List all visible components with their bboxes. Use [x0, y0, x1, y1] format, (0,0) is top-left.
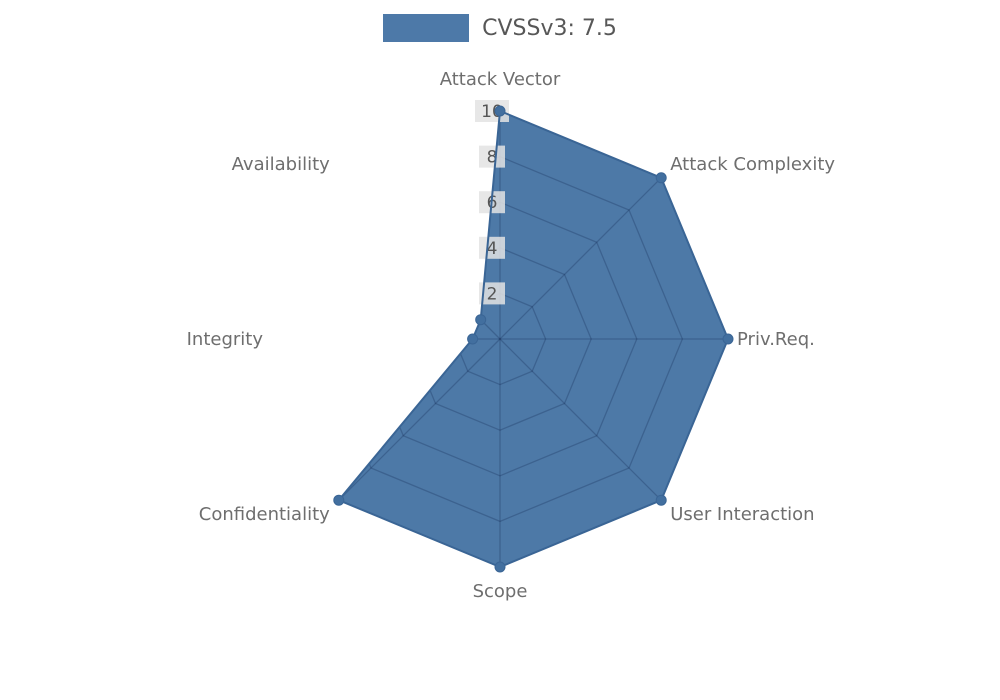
data-point-attack-complexity	[655, 172, 667, 184]
data-point-user-interaction	[655, 494, 667, 506]
data-point-attack-vector	[494, 105, 506, 117]
tick-bg	[479, 145, 505, 168]
tick-label: 4	[487, 239, 498, 259]
axis-label-integrity: Integrity	[187, 329, 264, 350]
legend-label: CVSSv3: 7.5	[482, 15, 617, 41]
data-point-confidentiality	[333, 494, 345, 506]
grid-spoke	[338, 177, 501, 340]
axis-label-availability: Availability	[232, 154, 330, 175]
tick-bg	[479, 282, 505, 305]
data-point-availability	[475, 314, 487, 326]
legend[interactable]: CVSSv3: 7.5	[0, 14, 1000, 42]
data-point-scope	[494, 561, 506, 573]
grid-spoke	[499, 177, 662, 340]
tick-bg	[479, 236, 505, 259]
axis-label-priv-req: Priv.Req.	[737, 329, 815, 350]
data-point-integrity	[467, 333, 479, 345]
data-point-priv-req	[722, 333, 734, 345]
grid-spoke	[338, 338, 501, 501]
axis-label-attack-vector: Attack Vector	[440, 69, 561, 90]
radar-area	[338, 111, 728, 567]
tick-label: 2	[487, 284, 498, 304]
legend-swatch	[383, 14, 470, 42]
tick-bg	[475, 100, 509, 122]
axis-label-user-interaction: User Interaction	[670, 504, 814, 525]
axis-label-scope: Scope	[473, 581, 528, 602]
axis-label-confidentiality: Confidentiality	[199, 504, 330, 525]
axis-label-attack-complexity: Attack Complexity	[670, 154, 835, 175]
tick-label: 8	[487, 148, 498, 168]
grid-spoke	[499, 338, 662, 501]
